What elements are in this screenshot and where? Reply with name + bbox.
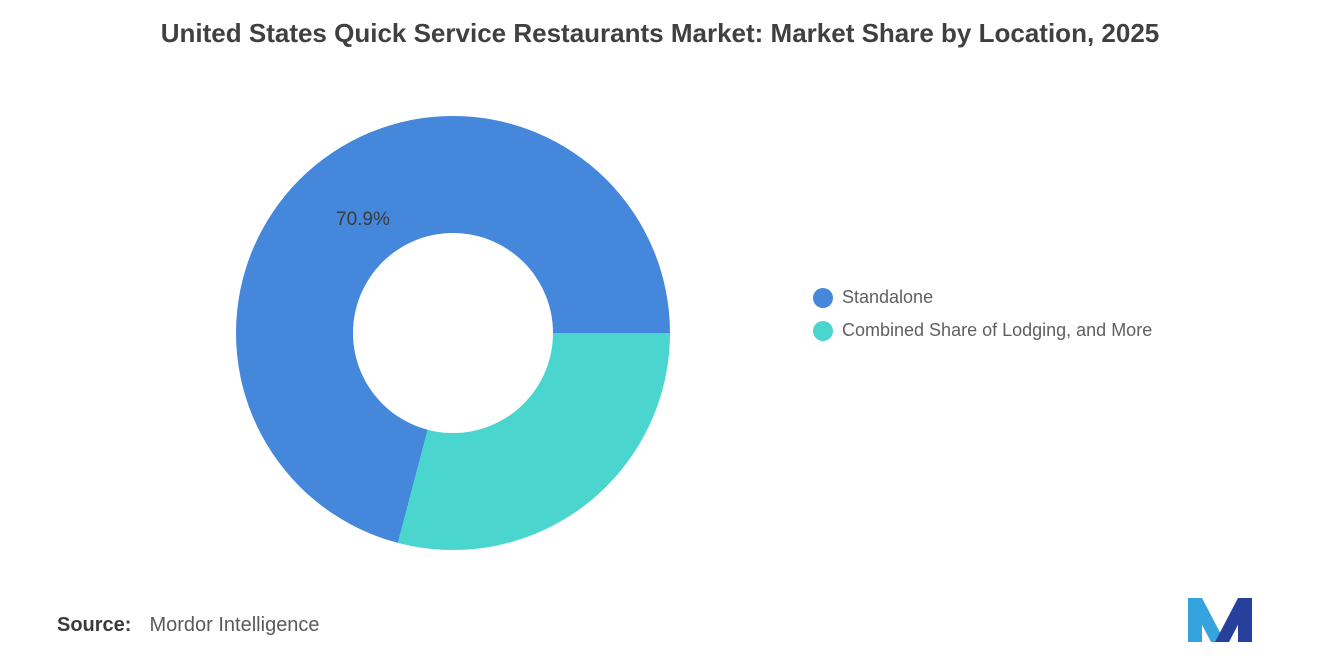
legend-label-combined-lodging: Combined Share of Lodging, and More (842, 320, 1153, 340)
legend: Standalone Combined Share of Lodging, an… (813, 284, 1152, 344)
legend-item-standalone: Standalone (813, 284, 1152, 311)
legend-swatch-standalone (813, 287, 833, 308)
legend-label-standalone: Standalone (842, 287, 934, 307)
source-label: Source: (57, 614, 132, 636)
slice-data-label-standalone: 70.9% (336, 209, 390, 230)
source-value: Mordor Intelligence (149, 614, 320, 636)
donut-hole (353, 233, 553, 433)
chart-title: United States Quick Service Restaurants … (160, 18, 1160, 48)
source-line: Source: Mordor Intelligence (57, 614, 320, 637)
legend-item-combined-lodging: Combined Share of Lodging, and More (813, 317, 1152, 344)
mordor-intelligence-logo (1188, 598, 1252, 642)
donut-chart: 70.9% (236, 116, 670, 550)
legend-swatch-combined-lodging (813, 320, 833, 341)
